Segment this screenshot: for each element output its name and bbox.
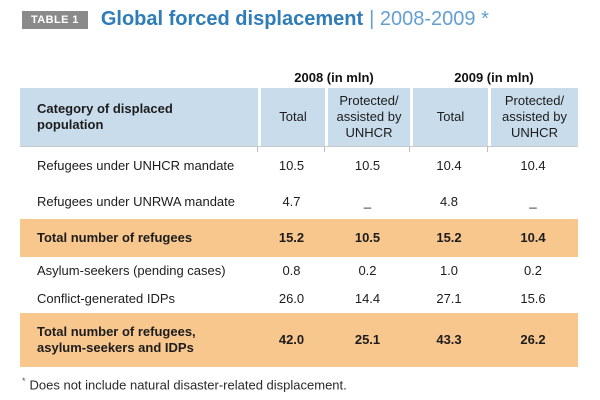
cell-2009-protected: _ (529, 193, 537, 209)
cell-2009-total: 10.4 (436, 157, 462, 173)
table-row-refugees-unrwa: Refugees under UNRWA mandate 4.7 _ 4.8 _ (20, 184, 578, 219)
row-label: Refugees under UNRWA mandate (37, 193, 235, 209)
column-header-2008-total: Total (258, 88, 325, 146)
row-label: Asylum-seekers (pending cases) (37, 263, 226, 279)
cell-2008-total: 0.8 (282, 263, 301, 279)
table-row-grand-total: Total number of refugees, asylum-seekers… (20, 313, 578, 367)
cell-2008-protected: 0.2 (358, 263, 377, 279)
column-header-2009-protected: Protected/ assisted by UNHCR (488, 88, 578, 146)
table-row-refugees-unhcr: Refugees under UNHCR mandate 10.5 10.5 1… (20, 147, 578, 184)
footnote-text: Does not include natural disaster-relate… (29, 377, 347, 393)
column-rule-tick (409, 147, 410, 152)
cell-2009-total: 43.3 (436, 332, 462, 348)
cell-2009-total: 15.2 (436, 230, 462, 246)
cell-2009-protected: 10.4 (520, 157, 546, 173)
table-row-total-refugees: Total number of refugees 15.2 10.5 15.2 … (20, 219, 578, 257)
cell-2008-protected: 10.5 (354, 230, 381, 246)
cell-2008-protected: 14.4 (354, 291, 381, 307)
column-rule-tick (324, 147, 325, 152)
footnote: * Does not include natural disaster-relat… (22, 376, 347, 392)
title-subtitle: | 2008-2009 * (369, 8, 489, 30)
cell-2008-total: 42.0 (278, 332, 305, 348)
cell-2008-protected: _ (363, 193, 372, 209)
cell-2009-protected: 26.2 (520, 332, 546, 348)
column-rule-tick (487, 147, 488, 152)
cell-2008-protected: 10.5 (354, 157, 381, 173)
table-row-conflict-idps: Conflict-generated IDPs 26.0 14.4 27.1 1… (20, 285, 578, 313)
title-main: Global forced displacement (100, 8, 364, 30)
column-header-2008-protected: Protected/ assisted by UNHCR (325, 88, 410, 146)
row-label: Total number of refugees, asylum-seekers… (37, 324, 196, 355)
column-rule-tick (257, 147, 258, 152)
cell-2009-total: 1.0 (439, 263, 459, 279)
column-header-category: Category of displaced population (20, 88, 258, 146)
cell-2008-protected: 25.1 (354, 332, 381, 348)
cell-2009-total: 27.1 (436, 291, 462, 307)
cell-2009-protected: 10.4 (520, 230, 546, 246)
displacement-table: 2008 (in mln) 2009 (in mln) Category of … (20, 60, 578, 367)
title-bar: TABLE 1 Global forced displacement | 2008… (22, 8, 489, 31)
cell-2009-total: 4.8 (439, 193, 459, 209)
page-title: Global forced displacement | 2008-2009 * (101, 8, 489, 31)
cell-2009-protected: 15.6 (520, 291, 546, 307)
table-number-badge: TABLE 1 (22, 10, 88, 29)
table-header-row: Category of displaced population Total P… (20, 88, 578, 147)
footnote-marker: * (22, 376, 26, 386)
row-label: Total number of refugees (37, 230, 193, 246)
row-label: Refugees under UNHCR mandate (37, 157, 235, 173)
row-label: Conflict-generated IDPs (37, 291, 176, 307)
cell-2008-total: 15.2 (278, 230, 305, 246)
year-group-2009: 2009 (in mln) (454, 70, 534, 85)
cell-2008-total: 10.5 (278, 157, 305, 173)
year-group-row: 2008 (in mln) 2009 (in mln) (20, 60, 578, 88)
year-group-2008: 2008 (in mln) (294, 70, 374, 85)
table-row-asylum-seekers: Asylum-seekers (pending cases) 0.8 0.2 1… (20, 257, 578, 285)
column-header-2009-total: Total (410, 88, 488, 146)
cell-2008-total: 4.7 (282, 193, 301, 209)
cell-2008-total: 26.0 (278, 291, 305, 307)
cell-2009-protected: 0.2 (523, 263, 543, 279)
